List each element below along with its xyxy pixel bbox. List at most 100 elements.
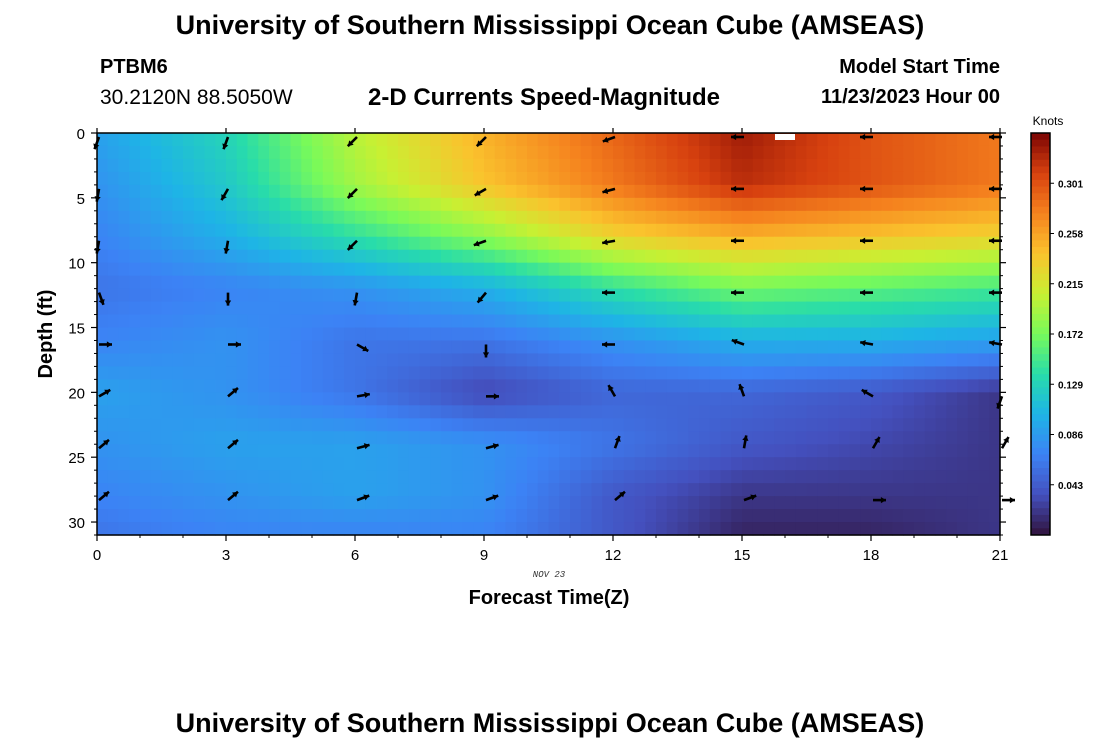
heatmap-cell xyxy=(247,470,259,484)
heatmap-cell xyxy=(236,522,249,536)
heatmap-cell xyxy=(505,223,517,238)
heatmap-cell xyxy=(172,431,184,445)
heatmap-cell xyxy=(645,301,657,316)
heatmap-cell xyxy=(97,301,109,316)
heatmap-cell xyxy=(204,418,216,432)
heatmap-cell xyxy=(365,327,378,342)
heatmap-cell xyxy=(978,418,990,432)
heatmap-cell xyxy=(226,353,238,368)
heatmap-cell xyxy=(699,353,711,368)
heatmap-cell xyxy=(537,158,550,173)
heatmap-cell xyxy=(924,457,937,471)
heatmap-cell xyxy=(215,353,227,368)
heatmap-cell xyxy=(989,275,1001,290)
heatmap-cell xyxy=(613,444,625,458)
heatmap-cell xyxy=(591,288,603,303)
heatmap-cell xyxy=(269,197,281,212)
heatmap-cell xyxy=(537,275,550,290)
heatmap-cell xyxy=(355,236,367,251)
heatmap-cell xyxy=(559,522,571,536)
heatmap-cell xyxy=(849,223,861,238)
heatmap-cell xyxy=(656,457,668,471)
heatmap-cell xyxy=(720,509,732,523)
heatmap-cell xyxy=(376,184,388,199)
heatmap-cell xyxy=(473,145,485,160)
heatmap-cell xyxy=(258,431,270,445)
heatmap-cell xyxy=(742,483,754,497)
heatmap-cell xyxy=(957,444,969,458)
heatmap-cell xyxy=(312,133,324,147)
heatmap-cell xyxy=(892,509,904,523)
heatmap-cell xyxy=(258,210,270,225)
heatmap-cell xyxy=(408,522,421,536)
heatmap-cell xyxy=(473,301,485,316)
heatmap-cell xyxy=(903,470,915,484)
current-arrow xyxy=(738,383,746,397)
heatmap-cell xyxy=(731,509,743,523)
heatmap-cell xyxy=(688,444,700,458)
heatmap-cell xyxy=(484,197,496,212)
heatmap-cell xyxy=(806,145,818,160)
heatmap-cell xyxy=(365,262,378,277)
heatmap-cell xyxy=(903,288,915,303)
heatmap-cell xyxy=(484,249,496,264)
heatmap-cell xyxy=(623,496,636,510)
heatmap-cell xyxy=(140,158,152,173)
heatmap-cell xyxy=(537,509,550,523)
heatmap-cell xyxy=(172,262,184,277)
heatmap-cell xyxy=(430,223,442,238)
colorbar-segment xyxy=(1031,246,1050,255)
heatmap-cell xyxy=(666,197,679,212)
heatmap-cell xyxy=(989,379,1001,393)
heatmap-cell xyxy=(355,522,367,536)
heatmap-cell xyxy=(301,275,313,290)
heatmap-cell xyxy=(763,444,775,458)
heatmap-cell xyxy=(978,197,990,212)
heatmap-cell xyxy=(398,301,410,316)
current-arrow xyxy=(602,187,616,194)
heatmap-cell xyxy=(967,171,980,186)
colorbar-segment xyxy=(1031,514,1050,523)
heatmap-cell xyxy=(623,171,636,186)
heatmap-cell xyxy=(548,210,560,225)
heatmap-cell xyxy=(634,314,646,329)
heatmap-cell xyxy=(838,275,851,290)
heatmap-cell xyxy=(881,418,894,432)
heatmap-cell xyxy=(763,262,775,277)
current-arrow xyxy=(227,387,239,398)
heatmap-cell xyxy=(161,353,173,368)
heatmap-cell xyxy=(527,249,539,264)
heatmap-cell xyxy=(828,210,840,225)
heatmap-cell xyxy=(570,366,582,380)
heatmap-cell xyxy=(774,210,786,225)
heatmap-cell xyxy=(118,171,130,186)
heatmap-cell xyxy=(355,301,367,316)
heatmap-cell xyxy=(935,301,947,316)
heatmap-cell xyxy=(892,223,904,238)
heatmap-cell xyxy=(376,509,388,523)
heatmap-cell xyxy=(247,288,259,303)
heatmap-cell xyxy=(494,457,507,471)
heatmap-cell xyxy=(806,418,818,432)
heatmap-cell xyxy=(150,301,163,316)
heatmap-cell xyxy=(763,145,775,160)
heatmap-cell xyxy=(785,236,797,251)
heatmap-cell xyxy=(946,223,958,238)
heatmap-cell xyxy=(903,314,915,329)
heatmap-cell xyxy=(763,483,775,497)
heatmap-cell xyxy=(226,223,238,238)
heatmap-cell xyxy=(129,288,141,303)
heatmap-cell xyxy=(892,288,904,303)
heatmap-cell xyxy=(828,496,840,510)
heatmap-cell xyxy=(623,366,636,380)
heatmap-cell xyxy=(806,223,818,238)
heatmap-cell xyxy=(451,262,464,277)
heatmap-cell xyxy=(247,418,259,432)
heatmap-cell xyxy=(355,431,367,445)
heatmap-cell xyxy=(150,496,163,510)
heatmap-cell xyxy=(107,262,120,277)
x-axis-label: Forecast Time(Z) xyxy=(469,587,630,609)
heatmap-cell xyxy=(484,158,496,173)
heatmap-cell xyxy=(817,353,829,368)
heatmap-cell xyxy=(344,340,356,355)
